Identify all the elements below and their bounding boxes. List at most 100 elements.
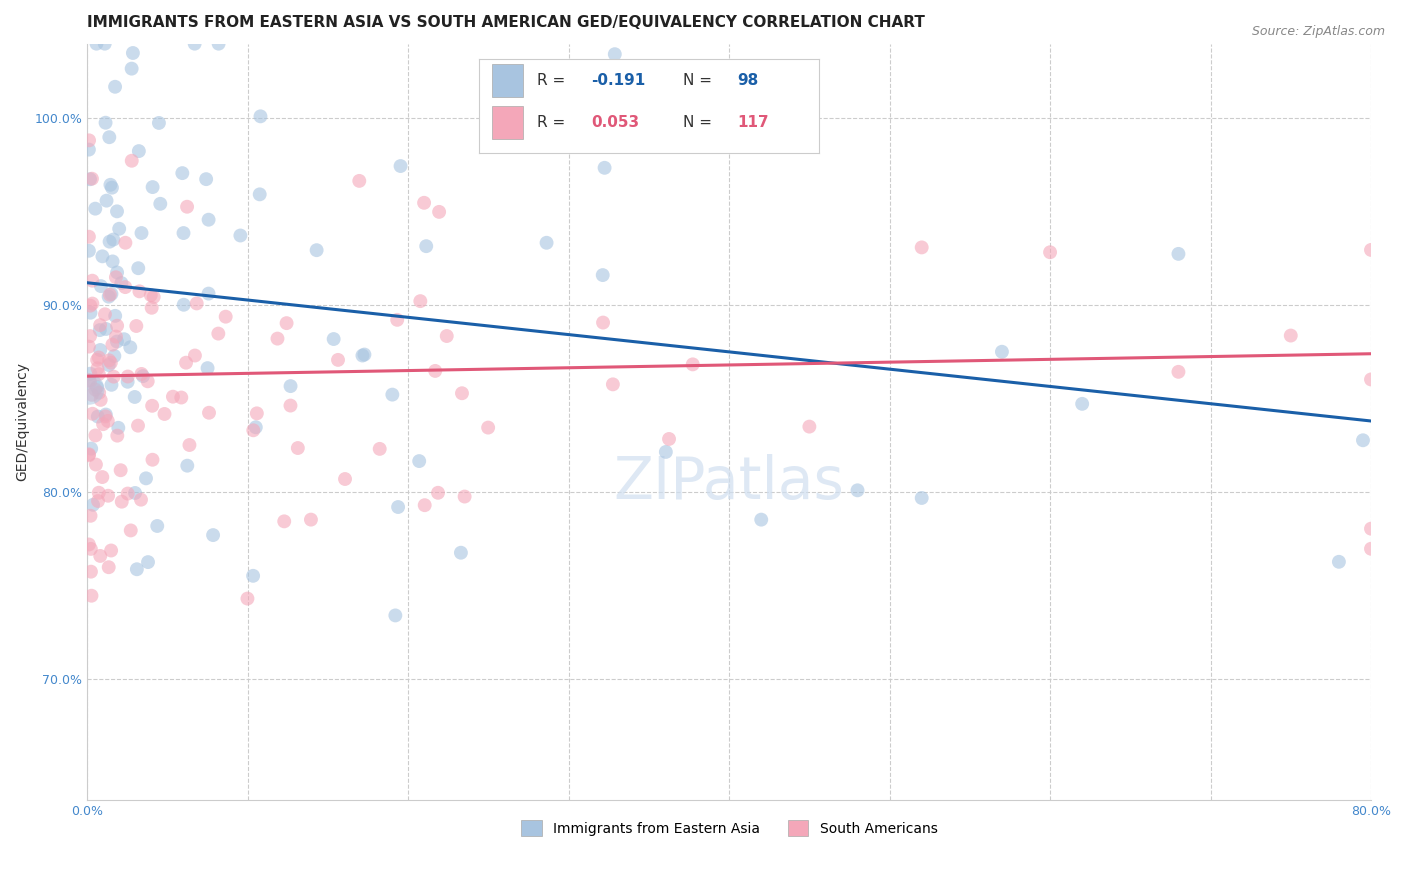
Point xyxy=(84,202,107,216)
Point xyxy=(592,268,614,282)
Point xyxy=(141,399,163,413)
Point xyxy=(87,485,110,500)
Point xyxy=(592,316,614,330)
Point xyxy=(142,180,165,194)
Point xyxy=(174,356,197,370)
Point xyxy=(389,159,412,173)
Point xyxy=(86,380,108,394)
Point xyxy=(173,226,195,240)
Point xyxy=(148,116,170,130)
Point xyxy=(104,270,127,285)
Point xyxy=(326,352,349,367)
Point xyxy=(97,290,120,304)
Point xyxy=(77,373,100,387)
Point xyxy=(94,408,117,422)
Point xyxy=(142,290,165,304)
Point xyxy=(1327,555,1350,569)
Point xyxy=(90,279,112,293)
Point xyxy=(79,375,101,389)
Point xyxy=(86,352,108,367)
Point xyxy=(799,419,821,434)
Point xyxy=(104,329,127,343)
Point xyxy=(120,524,142,538)
Point xyxy=(108,221,131,235)
Point xyxy=(94,37,117,51)
Point xyxy=(97,560,120,574)
Point xyxy=(249,187,271,202)
Point xyxy=(127,261,149,276)
Point xyxy=(846,483,869,498)
Point xyxy=(381,387,404,401)
Point xyxy=(249,109,271,123)
Point xyxy=(1279,328,1302,343)
Point xyxy=(94,409,117,424)
Point xyxy=(97,489,120,503)
Point xyxy=(100,377,122,392)
Point xyxy=(536,235,558,250)
Point xyxy=(127,418,149,433)
Point xyxy=(1351,434,1374,448)
Y-axis label: GED/Equivalency: GED/Equivalency xyxy=(15,362,30,482)
Point xyxy=(128,144,150,158)
Point xyxy=(125,562,148,576)
Point xyxy=(207,37,229,51)
Point xyxy=(427,485,450,500)
Point xyxy=(273,514,295,528)
Point xyxy=(104,309,127,323)
Point xyxy=(170,391,193,405)
Point xyxy=(110,276,132,290)
Point xyxy=(80,171,103,186)
Point xyxy=(593,161,616,175)
Point xyxy=(436,329,458,343)
Point xyxy=(280,399,302,413)
Point xyxy=(89,318,111,333)
Point xyxy=(84,383,107,397)
Point xyxy=(602,377,624,392)
Point xyxy=(911,491,934,505)
Point xyxy=(368,442,391,456)
Point xyxy=(129,492,152,507)
Point xyxy=(176,458,198,473)
Point xyxy=(100,356,122,370)
Point xyxy=(110,463,132,477)
Point xyxy=(384,608,406,623)
Point xyxy=(96,194,118,208)
Point xyxy=(125,318,148,333)
Point xyxy=(105,265,128,279)
Point xyxy=(276,316,298,330)
Point xyxy=(149,196,172,211)
Point xyxy=(1167,247,1189,261)
Point xyxy=(100,287,122,301)
Point xyxy=(87,409,110,424)
Point xyxy=(104,79,127,94)
Point xyxy=(114,280,136,294)
Point xyxy=(132,369,155,384)
Point xyxy=(101,337,124,351)
Point xyxy=(77,448,100,462)
Point xyxy=(266,332,288,346)
Point xyxy=(84,458,107,472)
Point xyxy=(287,441,309,455)
Point xyxy=(139,288,162,302)
Point xyxy=(197,361,219,376)
Point xyxy=(408,454,430,468)
Point xyxy=(413,498,436,512)
Point xyxy=(1039,245,1062,260)
Point xyxy=(124,486,146,500)
Point xyxy=(124,390,146,404)
Point xyxy=(453,490,475,504)
Point xyxy=(100,178,122,192)
Point xyxy=(184,349,207,363)
Point xyxy=(79,172,101,186)
Point xyxy=(387,500,409,514)
Point xyxy=(413,195,436,210)
Point xyxy=(655,445,678,459)
Point xyxy=(1360,372,1382,386)
Point xyxy=(79,329,101,343)
Point xyxy=(120,340,142,354)
Point xyxy=(477,420,499,434)
Point xyxy=(77,143,100,157)
Point xyxy=(77,382,100,396)
Point xyxy=(77,537,100,551)
Point xyxy=(82,296,104,310)
